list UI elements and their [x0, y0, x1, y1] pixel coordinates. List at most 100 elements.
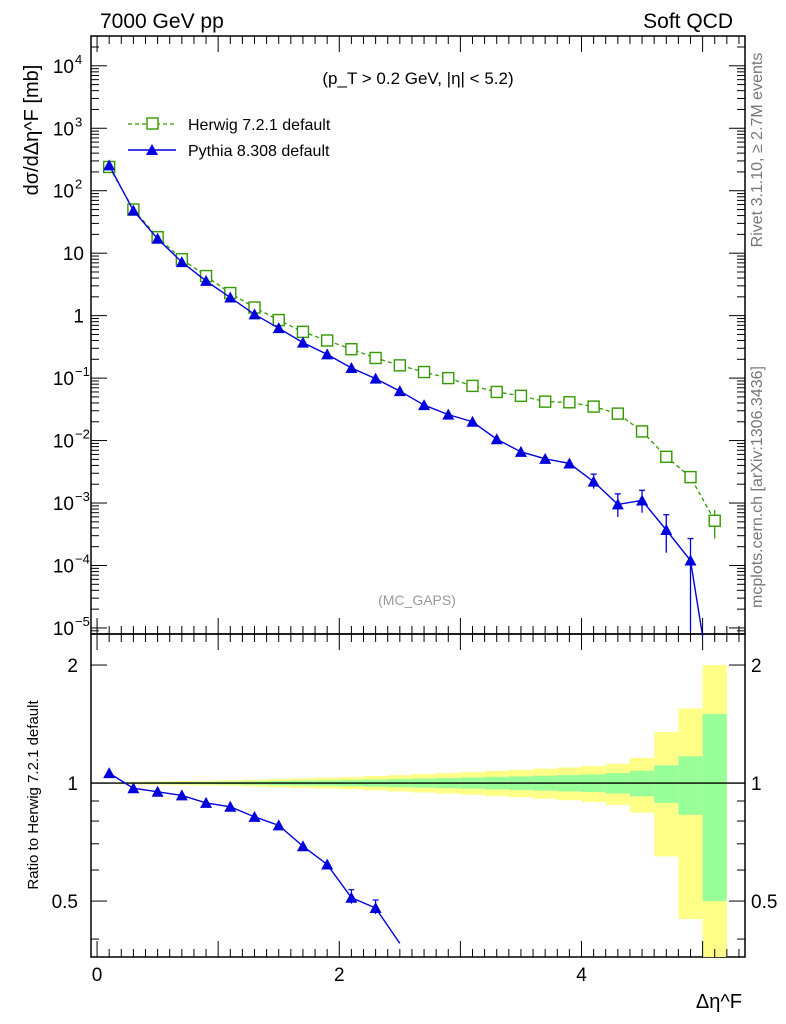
pythia-point	[127, 204, 140, 216]
main-y-tick-exponent: −5	[75, 614, 90, 629]
x-tick-label: 0	[92, 965, 103, 986]
main-y-tick-label: 10	[53, 432, 74, 453]
pythia-point	[539, 452, 552, 464]
herwig-point	[660, 450, 673, 463]
herwig-point	[466, 379, 479, 393]
pythia-point	[418, 399, 431, 411]
ratio-y-tick-label-right: 2	[751, 656, 762, 677]
pythia-point	[321, 348, 334, 360]
ratio-y-tick-label: 2	[67, 656, 78, 677]
band-inner-bin	[702, 714, 727, 902]
herwig-point	[611, 407, 625, 420]
legend-herwig-label: Herwig 7.2.1 default	[188, 117, 331, 134]
ratio-pythia-point	[272, 819, 285, 831]
pythia-point	[636, 494, 649, 506]
ratio-y-tick-label-right: 1	[751, 774, 762, 795]
pythia-point	[490, 433, 503, 445]
herwig-point	[345, 343, 358, 356]
main-ylabel: dσ/dΔη^F [mb]	[21, 65, 43, 196]
herwig-point	[442, 371, 455, 385]
main-y-tick-exponent: −3	[75, 489, 90, 504]
pythia-point	[587, 475, 600, 487]
herwig-point	[635, 425, 649, 438]
herwig-point	[587, 400, 600, 413]
ratio-y-tick-label: 1	[67, 774, 78, 795]
pythia-point	[151, 232, 164, 244]
pythia-point	[369, 372, 382, 384]
ratio-pythia-point	[321, 858, 334, 870]
main-y-tick-label: 10	[53, 556, 74, 577]
main-y-tick-exponent: 3	[75, 114, 82, 129]
herwig-point	[490, 385, 503, 399]
main-y-tick-label: 10	[63, 244, 84, 265]
herwig-point	[563, 396, 576, 409]
header-right: Soft QCD	[643, 10, 733, 33]
pythia-point	[200, 274, 213, 286]
pythia-point	[563, 457, 576, 469]
pythia-point	[296, 336, 309, 348]
pythia-point	[224, 291, 237, 303]
ratio-pythia-point	[127, 782, 140, 794]
main-series-layer	[102, 159, 721, 637]
ratio-pythia-point	[103, 767, 116, 779]
ratio-y-tick-label-right: 0.5	[751, 892, 777, 913]
ratio-series-layer	[103, 767, 401, 944]
ratio-pythia-line	[108, 772, 401, 944]
header-left: 7000 GeV pp	[100, 10, 224, 33]
herwig-point	[320, 334, 334, 347]
pythia-point	[248, 308, 261, 320]
main-y-tick-label: 10	[53, 494, 74, 515]
ratio-uncertainty-band	[91, 665, 745, 957]
main-y-tick-exponent: −2	[75, 427, 90, 442]
legend-herwig-marker	[146, 117, 159, 130]
main-y-tick-label: 10	[53, 57, 74, 78]
main-y-tick-label: 10	[53, 619, 74, 640]
cut-label: (p_T > 0.2 GeV, |η| < 5.2)	[322, 69, 513, 88]
herwig-point	[296, 325, 310, 339]
herwig-point	[538, 395, 552, 408]
legend: Herwig 7.2.1 default Pythia 8.308 defaul…	[128, 117, 331, 160]
pythia-point	[660, 523, 673, 535]
herwig-point	[393, 359, 407, 372]
band-inner-bin	[654, 765, 679, 803]
pythia-point	[514, 445, 527, 457]
x-tick-label: 2	[334, 965, 345, 986]
ratio-pythia-point	[175, 789, 188, 801]
ratio-y-tick-label: 0.5	[52, 892, 78, 913]
herwig-point	[708, 514, 721, 527]
main-y-tick-label: 10	[53, 119, 74, 140]
main-y-tick-label: 10	[53, 369, 74, 390]
main-y-tick-exponent: 2	[75, 177, 82, 192]
ratio-panel-frame	[90, 633, 746, 958]
x-tick-label: 4	[576, 965, 587, 986]
ratio-pythia-point	[296, 840, 309, 852]
pythia-point	[393, 385, 406, 397]
pythia-point	[442, 408, 455, 420]
ratio-pythia-point	[248, 810, 261, 822]
xlabel: Δη^F	[696, 991, 742, 1013]
herwig-point	[369, 351, 382, 365]
ratio-ylabel: Ratio to Herwig 7.2.1 default	[25, 700, 42, 890]
cut-label-text: (p_T > 0.2 GeV, |η| < 5.2)	[322, 69, 513, 88]
main-y-tick-exponent: 4	[75, 52, 82, 67]
ratio-pythia-point	[200, 796, 213, 808]
legend-pythia-label: Pythia 8.308 default	[188, 143, 330, 160]
herwig-point	[417, 365, 431, 379]
ratio-pythia-point	[151, 785, 164, 797]
pythia-point	[175, 256, 188, 268]
main-y-tick-label: 1	[73, 307, 84, 328]
ratio-axis-ticks: 0.5 0.5 1 1 2 2	[52, 656, 777, 940]
pythia-point	[103, 159, 116, 171]
pythia-point	[345, 362, 358, 374]
analysis-label: (MC_GAPS)	[378, 592, 456, 608]
herwig-line	[108, 166, 716, 522]
main-y-tick-exponent: −4	[75, 551, 90, 566]
herwig-point	[684, 470, 697, 484]
mcplots-label: mcplots.cern.ch [arXiv:1306.3436]	[749, 366, 766, 608]
rivet-label: Rivet 3.1.10, ≥ 2.7M events	[749, 53, 766, 248]
pythia-point	[272, 322, 285, 334]
main-y-tick-label: 10	[53, 182, 74, 203]
legend-pythia-marker	[146, 144, 158, 155]
